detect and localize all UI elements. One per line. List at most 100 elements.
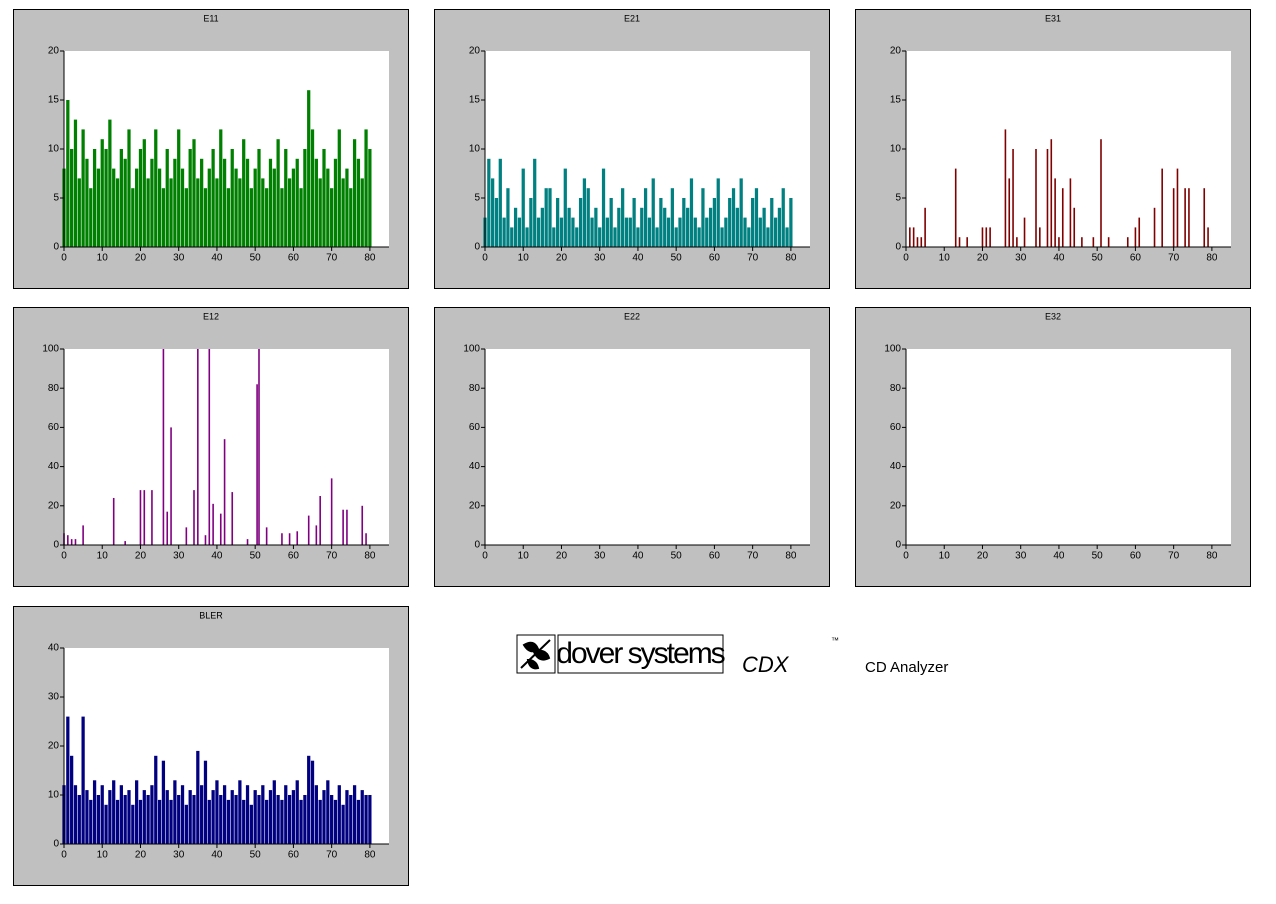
chart-panel: E22 0 20 40 60 80 100 0 10 20 30 40 50 60 70 80 xyxy=(434,307,830,587)
bar xyxy=(674,227,678,247)
bar xyxy=(586,188,590,247)
x-tick-label: 0 xyxy=(482,253,488,264)
bar xyxy=(598,227,602,247)
bar xyxy=(265,188,269,247)
y-tick-label: 5 xyxy=(474,193,480,204)
x-tick-label: 50 xyxy=(250,850,262,861)
bar xyxy=(303,795,307,844)
bar xyxy=(192,139,196,247)
bar xyxy=(712,198,717,247)
bar xyxy=(361,505,364,545)
x-tick-label: 0 xyxy=(61,253,67,264)
x-tick-label: 30 xyxy=(173,253,185,264)
x-tick-label: 60 xyxy=(288,253,300,264)
bar xyxy=(689,178,694,247)
bar xyxy=(701,188,705,247)
bar xyxy=(341,178,345,247)
plot-area xyxy=(485,349,810,545)
bar xyxy=(169,799,173,844)
bar xyxy=(193,490,195,545)
bar xyxy=(127,790,131,844)
bar xyxy=(1054,178,1056,247)
bar xyxy=(513,207,518,247)
bar xyxy=(265,799,269,844)
bar xyxy=(268,790,273,844)
y-tick-label: 10 xyxy=(469,144,481,155)
x-tick-label: 60 xyxy=(709,551,721,562)
y-tick-label: 15 xyxy=(469,95,481,106)
bar xyxy=(337,129,341,247)
bar xyxy=(165,149,169,247)
bar xyxy=(119,785,123,844)
bar xyxy=(115,799,120,844)
x-tick-label: 80 xyxy=(785,551,797,562)
bar xyxy=(743,217,747,247)
bar xyxy=(663,207,667,247)
bar xyxy=(89,188,93,247)
bar xyxy=(1016,237,1018,247)
bar xyxy=(1004,129,1007,247)
bar xyxy=(92,780,97,844)
bar xyxy=(184,804,188,844)
bar xyxy=(345,168,349,247)
bar xyxy=(231,492,234,545)
x-tick-label: 70 xyxy=(1168,253,1180,264)
bar xyxy=(912,227,915,247)
chart-panel: E11 0 5 10 15 20 0 10 20 30 40 50 60 70 80 xyxy=(13,9,409,289)
bar xyxy=(142,139,146,247)
bar xyxy=(261,178,265,247)
chart-panel: E12 0 20 40 60 80 100 0 10 20 30 40 50 60 70 80 xyxy=(13,307,409,587)
bar xyxy=(238,780,242,844)
bar xyxy=(291,790,296,844)
bar xyxy=(234,168,238,247)
bar xyxy=(208,349,211,545)
y-tick-label: 80 xyxy=(469,383,481,394)
bar xyxy=(287,178,292,247)
bar xyxy=(215,780,219,844)
bar xyxy=(67,535,69,545)
bar xyxy=(138,799,143,844)
x-tick-label: 10 xyxy=(97,253,109,264)
bar xyxy=(326,780,330,844)
bar xyxy=(207,799,211,844)
bar xyxy=(192,795,196,844)
bar xyxy=(215,178,219,247)
bar xyxy=(728,198,732,247)
bar xyxy=(92,149,97,247)
x-tick-label: 50 xyxy=(1092,253,1104,264)
bar xyxy=(349,188,353,247)
x-tick-label: 40 xyxy=(1053,551,1065,562)
bar xyxy=(265,527,268,545)
product: CDX xyxy=(742,652,790,677)
chart-title: BLER xyxy=(199,610,223,620)
bar xyxy=(502,217,506,247)
x-tick-label: 70 xyxy=(1168,551,1180,562)
bar xyxy=(124,541,126,545)
bar xyxy=(1046,149,1049,247)
bar xyxy=(180,168,185,247)
bar xyxy=(281,533,283,545)
bar xyxy=(735,207,739,247)
bar xyxy=(724,217,728,247)
bar xyxy=(731,188,736,247)
bar xyxy=(578,198,583,247)
bar xyxy=(104,804,108,844)
bar xyxy=(720,227,724,247)
bar xyxy=(154,755,158,844)
x-tick-label: 80 xyxy=(1206,253,1218,264)
bar xyxy=(203,188,208,247)
x-tick-label: 10 xyxy=(939,253,951,264)
x-tick-label: 50 xyxy=(250,253,262,264)
bar xyxy=(693,217,697,247)
bar xyxy=(257,149,261,247)
bar xyxy=(154,129,158,247)
bar xyxy=(276,795,280,844)
bar xyxy=(143,490,146,545)
bar xyxy=(349,795,353,844)
bar xyxy=(621,188,625,247)
bar xyxy=(536,217,541,247)
bar xyxy=(670,188,674,247)
bar xyxy=(567,207,571,247)
bar xyxy=(352,139,357,247)
chart-title: E11 xyxy=(203,13,218,23)
